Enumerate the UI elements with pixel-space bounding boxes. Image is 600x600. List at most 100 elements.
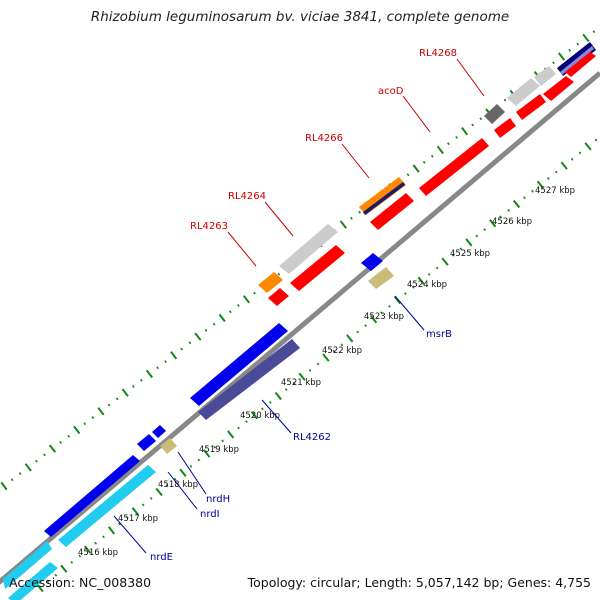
minor-tick (164, 360, 167, 363)
major-tick (84, 545, 92, 554)
connector-rl4268 (456, 58, 485, 97)
minor-tick (499, 215, 503, 219)
gene-label-nrdh: nrdH (206, 494, 230, 505)
cds-forward-9 (363, 182, 405, 215)
minor-tick (503, 98, 507, 102)
minor-tick (277, 272, 281, 276)
major-tick (145, 369, 153, 379)
major-tick (227, 430, 235, 439)
minor-tick (578, 151, 582, 155)
cds-reverse-8 (368, 267, 394, 289)
tick-label: 4522 kbp (322, 346, 362, 356)
major-tick (461, 126, 469, 136)
major-tick (322, 353, 330, 362)
cds-forward-11 (484, 104, 505, 124)
minor-tick (576, 42, 580, 46)
cds-reverse-6 (290, 245, 345, 291)
major-tick (194, 332, 202, 341)
connector-nrdh (177, 451, 207, 495)
cds-forward-13 (534, 66, 556, 86)
minor-tick (91, 416, 95, 419)
minor-tick (102, 535, 105, 539)
cds-reverse-1 (8, 562, 58, 600)
cds-reverse-5 (268, 288, 289, 306)
gene-label-rl4268: RL4268 (419, 48, 457, 59)
minor-tick (552, 61, 555, 65)
minor-tick (83, 422, 87, 426)
minor-tick (308, 368, 312, 372)
minor-tick (118, 522, 121, 526)
minor-tick (364, 324, 368, 328)
major-tick (560, 161, 568, 170)
minor-tick (213, 445, 217, 449)
minor-tick (554, 170, 558, 174)
connector-nrdi (167, 471, 198, 510)
minor-tick (340, 343, 344, 347)
minor-tick (284, 388, 288, 392)
major-tick (339, 220, 347, 229)
cds-reverse-7 (361, 253, 383, 271)
minor-tick (406, 173, 410, 177)
minor-tick (141, 503, 145, 507)
minor-tick (403, 292, 407, 296)
gene-label-connectors (113, 58, 485, 554)
minor-tick (260, 407, 264, 411)
minor-tick (356, 330, 360, 334)
cds-forward-2 (44, 455, 140, 537)
major-tick (121, 388, 129, 397)
minor-tick (316, 362, 320, 366)
minor-tick (435, 266, 439, 270)
minor-tick (380, 311, 383, 315)
major-tick (346, 334, 354, 343)
minor-tick (459, 247, 463, 251)
cds-reverse-11 (516, 94, 546, 120)
minor-tick (531, 189, 534, 193)
gene-label-rl4263: RL4263 (190, 221, 228, 232)
cds-reverse-12 (543, 76, 574, 101)
tick-label: 4520 kbp (240, 411, 280, 421)
minor-tick (411, 285, 415, 289)
minor-tick (204, 328, 208, 332)
major-tick (441, 257, 449, 266)
major-tick (0, 481, 8, 491)
minor-tick (212, 322, 216, 326)
major-tick (131, 507, 139, 516)
major-tick (436, 145, 444, 155)
reverse-features (8, 52, 596, 600)
connector-msrb (394, 295, 425, 331)
tick-label: 4516 kbp (78, 548, 118, 558)
minor-tick (245, 420, 248, 424)
gene-label-rl4266: RL4266 (305, 133, 343, 144)
accession-text: Accession: NC_008380 (9, 575, 152, 590)
major-tick (417, 276, 425, 285)
minor-tick (18, 472, 22, 475)
cds-reverse-9 (370, 193, 414, 230)
major-tick (60, 564, 68, 573)
major-tick (584, 142, 592, 151)
minor-tick (67, 434, 71, 438)
tick-label: 4527 kbp (535, 186, 575, 196)
minor-tick (236, 304, 240, 307)
cds-reverse-13 (565, 52, 596, 77)
major-tick (250, 411, 259, 420)
minor-tick (46, 580, 50, 584)
minor-tick (173, 477, 177, 481)
gene-label-acod: acoD (378, 86, 404, 97)
minor-tick (422, 160, 426, 164)
minor-tick (54, 573, 58, 577)
cds-forward-1 (3, 541, 52, 589)
minor-tick (189, 464, 193, 468)
major-tick (170, 351, 178, 360)
cds-forward-3 (137, 434, 156, 451)
tick-label: 4524 kbp (407, 280, 447, 290)
cds-forward-8 (359, 177, 406, 215)
tick-label: 4517 kbp (118, 514, 158, 524)
minor-tick (568, 48, 572, 52)
gene-label-msrb: msrB (426, 329, 452, 340)
minor-tick (350, 216, 353, 220)
connector-rl4263 (227, 231, 257, 267)
minor-tick (471, 123, 475, 127)
minor-tick (268, 400, 272, 404)
gene-label-rl4262: RL4262 (293, 432, 331, 443)
